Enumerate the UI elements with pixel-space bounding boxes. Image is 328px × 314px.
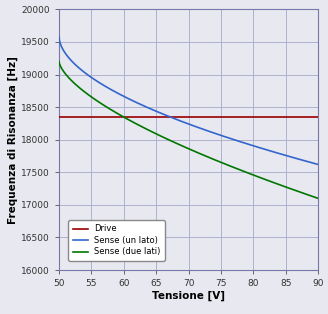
X-axis label: Tensione [V]: Tensione [V] xyxy=(152,291,225,301)
Y-axis label: Frequenza di Risonanza [Hz]: Frequenza di Risonanza [Hz] xyxy=(8,56,18,224)
Legend: Drive, Sense (un lato), Sense (due lati): Drive, Sense (un lato), Sense (due lati) xyxy=(69,220,165,261)
